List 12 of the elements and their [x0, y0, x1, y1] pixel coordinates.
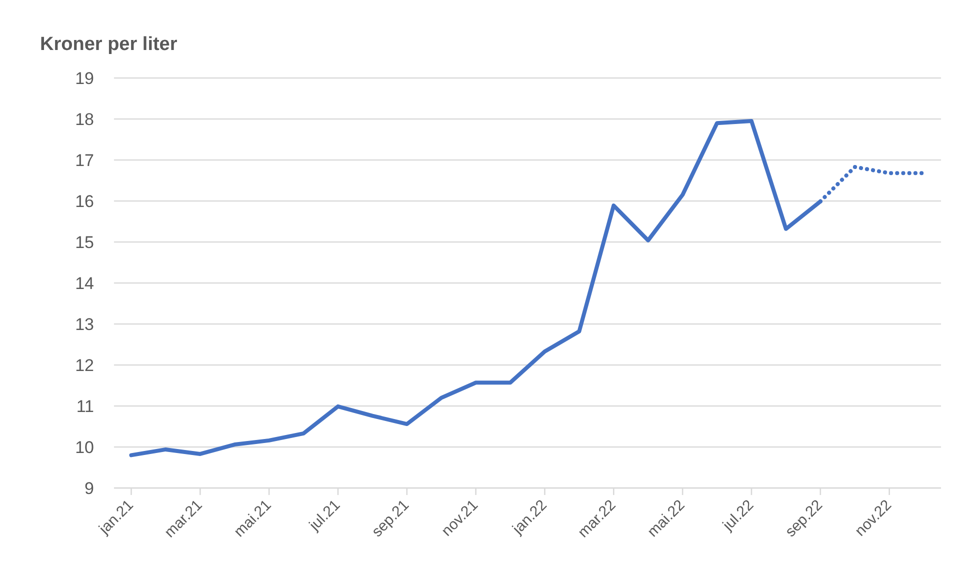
y-tick-label: 12	[75, 356, 94, 376]
y-tick-label: 13	[75, 315, 94, 334]
y-tick-label: 11	[76, 397, 94, 416]
y-tick-label: 16	[75, 192, 94, 212]
y-tick-label: 19	[75, 69, 94, 88]
y-axis-title: Kroner per liter	[40, 34, 178, 56]
y-tick-label: 18	[75, 110, 94, 130]
y-tick-label: 9	[84, 479, 94, 498]
y-tick-label: 10	[75, 438, 94, 458]
y-tick-label: 14	[75, 274, 94, 294]
y-tick-label: 17	[75, 151, 94, 170]
y-tick-label: 15	[75, 233, 94, 252]
